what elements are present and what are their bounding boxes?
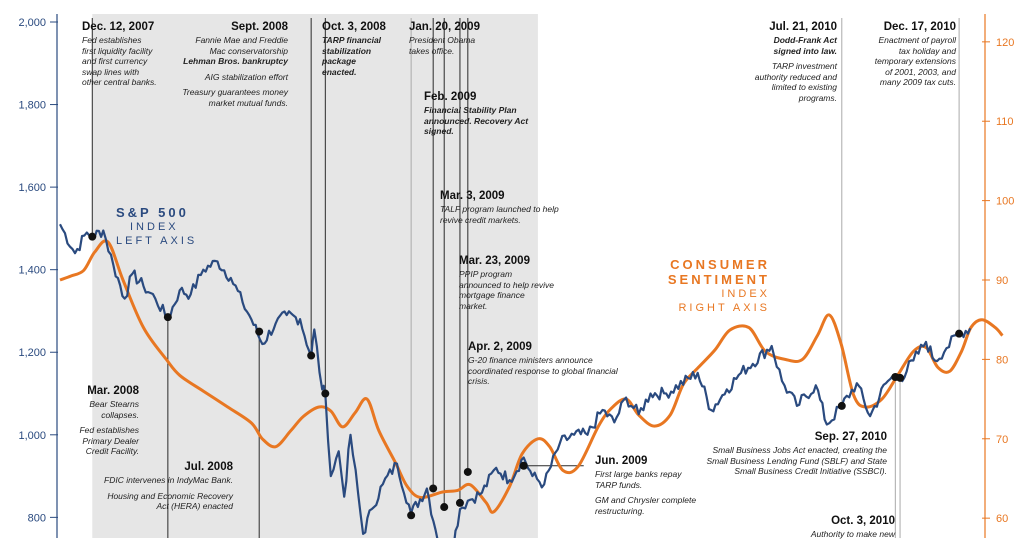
- left-axis-tick: 1,400: [18, 265, 46, 277]
- annotation-text: Dodd-Frank Act signed into law.: [773, 35, 837, 56]
- legend-sp500-title: S&P 500: [116, 205, 189, 220]
- event-dot-oct2010: [896, 373, 905, 382]
- left-axis-tick: 2,000: [18, 17, 46, 29]
- annotation-text: Bear Stearns collapses.: [89, 399, 139, 420]
- annotation-mar-23-2009: Mar. 23, 2009 PPIP program announced to h…: [459, 254, 554, 311]
- event-dot-jul2010: [837, 401, 846, 410]
- series-line-sp500: [59, 223, 972, 538]
- annotation-jan-2009: Jan. 20, 2009 President Obama takes offic…: [409, 20, 489, 56]
- annotation-text: Housing and Economic Recovery Act (HERA)…: [107, 490, 233, 512]
- left-axis-tick: 1,800: [18, 100, 46, 112]
- annotation-date: Sep. 27, 2010: [814, 431, 887, 443]
- annotation-date: Jan. 20, 2009: [409, 21, 480, 33]
- event-dot-feb2009: [429, 484, 438, 493]
- annotation-text: AIG stabilization effort: [204, 71, 288, 82]
- annotation-feb-2009: Feb. 2009 Financial Stability Plan announ…: [424, 90, 544, 137]
- annotation-date: Jul. 21, 2010: [769, 21, 837, 33]
- annotation-sep-2008: Sept. 2008 Fannie Mae and Freddie Mac con…: [178, 20, 288, 108]
- legend-cs-title-2: SENTIMENT: [667, 272, 770, 287]
- annotation-text: Authority to make new: [810, 529, 895, 539]
- event-dot-dec2007: [88, 232, 97, 241]
- event-dot-mar3_2009: [440, 503, 449, 512]
- annotation-text: Lehman Bros. bankruptcy: [183, 56, 288, 66]
- annotation-text: Fannie Mae and Freddie Mac conservatorsh…: [195, 35, 288, 56]
- annotation-dec-2010: Dec. 17, 2010 Enactment of payroll tax ho…: [868, 20, 956, 88]
- annotation-text: Financial Stability Plan announced. Reco…: [424, 105, 529, 136]
- annotation-date: Mar. 2008: [87, 385, 139, 397]
- legend-cs-axis: RIGHT AXIS: [678, 302, 770, 314]
- legend-sp500-index: INDEX: [130, 221, 179, 233]
- right-axis-tick: 90: [996, 275, 1008, 287]
- left-axis-tick: 1,200: [18, 347, 46, 359]
- annotation-apr-2009: Apr. 2, 2009 G-20 finance ministers annou…: [468, 340, 633, 387]
- event-dot-dec2010: [955, 329, 964, 338]
- annotation-date: Mar. 23, 2009: [459, 255, 530, 267]
- event-dot-oct2008: [321, 389, 330, 398]
- annotation-text: Fed establishes Primary Dealer Credit Fa…: [79, 425, 139, 456]
- event-dot-jun2009: [519, 461, 528, 470]
- annotation-text: TARP financial stabilization package ena…: [322, 35, 382, 77]
- right-axis-tick: 100: [996, 196, 1014, 208]
- event-dot-jan2009: [407, 511, 416, 520]
- annotation-date: Dec. 17, 2010: [883, 21, 956, 33]
- annotation-date: Sept. 2008: [231, 21, 288, 33]
- annotation-text: FDIC intervenes in IndyMac Bank.: [104, 475, 233, 485]
- annotation-oct-2008: Oct. 3, 2008 TARP financial stabilization…: [322, 20, 392, 77]
- right-axis-tick: 110: [996, 116, 1014, 128]
- annotation-date: Oct. 3, 2008: [322, 21, 386, 33]
- annotation-date: Mar. 3, 2009: [440, 190, 505, 202]
- annotation-text: TALF program launched to help revive cre…: [440, 204, 559, 225]
- left-axis-tick: 800: [28, 512, 46, 524]
- right-axis-tick: 60: [996, 513, 1008, 525]
- annotation-date: Jun. 2009: [595, 455, 648, 467]
- event-dot-mar2008: [163, 313, 172, 322]
- annotation-date: Oct. 3, 2010: [831, 515, 895, 527]
- annotation-text: TARP investment authority reduced and li…: [754, 61, 837, 103]
- annotation-text: President Obama takes office.: [409, 35, 476, 56]
- annotation-text: PPIP program announced to help revive mo…: [459, 269, 554, 311]
- annotation-date: Jul. 2008: [184, 461, 233, 473]
- annotation-mar-3-2009: Mar. 3, 2009 TALF program launched to hel…: [440, 189, 565, 225]
- annotation-oct-2010: Oct. 3, 2010 Authority to make new: [765, 514, 895, 540]
- event-dot-sep2008: [307, 351, 316, 360]
- annotation-date: Dec. 12, 2007: [82, 21, 155, 33]
- legend-cs-index: INDEX: [721, 288, 770, 300]
- event-dot-apr2009: [463, 467, 472, 476]
- annotation-text: Treasury guarantees money market mutual …: [182, 87, 288, 108]
- annotation-text: Enactment of payroll tax holiday and tem…: [874, 35, 956, 87]
- annotation-jul-2010: Jul. 21, 2010 Dodd-Frank Act signed into …: [745, 20, 837, 103]
- event-dot-jul2008: [255, 327, 264, 336]
- crisis-shading: [92, 14, 538, 538]
- left-axis-tick: 1,000: [18, 430, 46, 442]
- right-axis-tick: 80: [996, 354, 1008, 366]
- annotation-date: Apr. 2, 2009: [468, 341, 532, 353]
- annotation-text: G-20 finance ministers announce coordina…: [468, 355, 618, 386]
- left-axis-tick: 1,600: [18, 182, 46, 194]
- event-dot-mar23_2009: [455, 498, 464, 507]
- legend-consumer-sentiment: CONSUMER SENTIMENT INDEX RIGHT AXIS: [645, 257, 770, 315]
- annotation-text: Fed establishes first liquidity facility…: [82, 35, 157, 87]
- annotation-date: Feb. 2009: [424, 91, 477, 103]
- annotation-jul-2008: Jul. 2008 FDIC intervenes in IndyMac Bank…: [98, 460, 233, 512]
- annotation-dec-2007: Dec. 12, 2007 Fed establishes first liqui…: [82, 20, 157, 88]
- annotation-jun-2009: Jun. 2009 First large banks repay TARP fu…: [595, 454, 705, 516]
- legend-sp500-axis: LEFT AXIS: [116, 235, 198, 247]
- right-axis-tick: 70: [996, 434, 1008, 446]
- annotation-text: Small Business Jobs Act enacted, creatin…: [706, 445, 888, 476]
- annotation-sep-2010: Sep. 27, 2010 Small Business Jobs Act ena…: [695, 430, 888, 477]
- annotation-text: First large banks repay TARP funds.: [595, 469, 682, 490]
- annotation-mar-2008: Mar. 2008 Bear Stearns collapses. Fed esta…: [66, 384, 139, 457]
- legend-sp500: S&P 500 INDEX LEFT AXIS: [116, 205, 197, 248]
- legend-cs-title: CONSUMER: [670, 257, 770, 272]
- right-axis-tick: 120: [996, 37, 1014, 49]
- annotation-text: GM and Chrysler complete restructuring.: [595, 495, 697, 516]
